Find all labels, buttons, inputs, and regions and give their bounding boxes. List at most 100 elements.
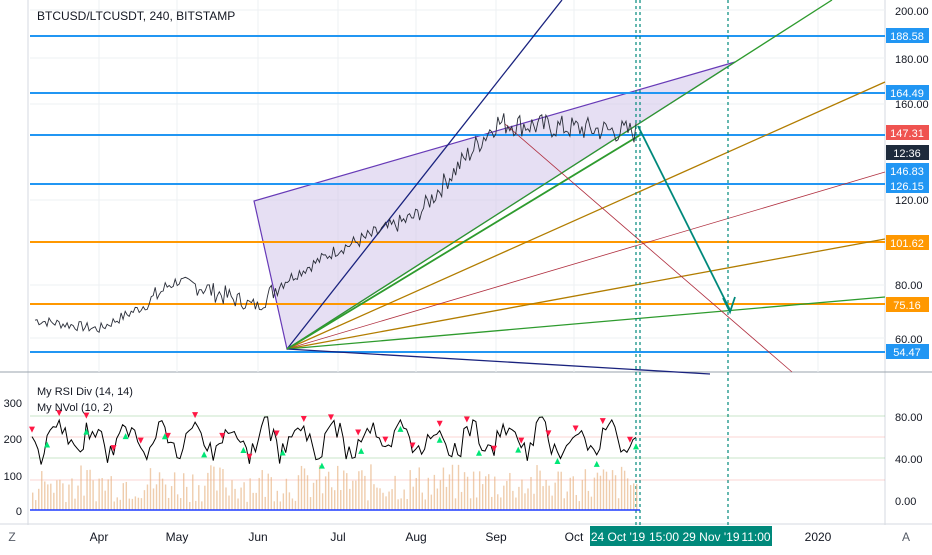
volume-bar — [62, 483, 64, 510]
volume-bar — [246, 501, 248, 510]
time-highlight-time1: 15:00 — [649, 530, 679, 544]
volume-bar — [578, 501, 581, 510]
volume-bar — [530, 477, 532, 510]
descending-red-line[interactable] — [504, 123, 793, 373]
volume-bar — [161, 478, 164, 510]
volume-bar — [303, 468, 306, 510]
tag-147: 147.31 — [890, 128, 924, 140]
auto-scale-a-icon[interactable]: A — [902, 530, 910, 544]
projection-arrow[interactable] — [637, 125, 731, 311]
volume-bar — [385, 496, 387, 510]
bearish-divergence-marker — [626, 436, 633, 443]
bearish-divergence-marker — [83, 412, 90, 419]
time-highlight-date1: 24 Oct '19 — [591, 530, 646, 544]
fan-line-green-upper[interactable] — [286, 0, 833, 350]
volume-bar — [279, 501, 282, 510]
price-tick-80: 80.00 — [895, 280, 923, 292]
volume-bar — [478, 471, 481, 510]
volume-bar — [451, 464, 454, 510]
volume-bar — [515, 497, 517, 510]
volume-bar — [140, 498, 143, 510]
horizontal-levels[interactable] — [30, 35, 885, 353]
tag-bg-54 — [886, 344, 929, 359]
time-label-aug: Aug — [405, 530, 426, 544]
bearish-divergence-marker — [246, 453, 253, 460]
volume-bar — [183, 473, 185, 510]
volume-bar — [92, 480, 94, 510]
tag-126: 126.15 — [890, 181, 924, 193]
bullish-divergence-marker — [515, 446, 522, 453]
fan-line-red[interactable] — [286, 171, 886, 350]
fan-line-navy[interactable] — [286, 0, 563, 350]
divergence-markers — [29, 410, 639, 469]
bearish-divergence-marker — [572, 425, 579, 432]
projection-arrowhead — [722, 296, 736, 315]
fan-line-brown-lower[interactable] — [286, 238, 886, 350]
volume-bar — [406, 499, 408, 510]
tag-101: 101.62 — [890, 238, 924, 250]
volume-bar — [170, 486, 173, 510]
bearish-divergence-marker — [599, 418, 606, 425]
volume-bar — [158, 472, 161, 510]
volume-bar — [560, 471, 562, 510]
bearish-divergence-marker — [56, 410, 63, 417]
bearish-divergence-marker — [164, 432, 171, 439]
volume-bar — [469, 498, 472, 510]
volume-bar — [500, 497, 502, 510]
volume-bar — [503, 485, 505, 510]
volume-bar — [173, 472, 176, 510]
volume-bar — [255, 492, 257, 510]
bearish-divergence-marker — [491, 445, 498, 452]
volume-bar — [125, 481, 128, 510]
bearish-divergence-marker — [382, 436, 389, 443]
rsi-series[interactable] — [31, 416, 637, 465]
time-label-apr: Apr — [90, 530, 109, 544]
fan-line-green-lower[interactable] — [286, 296, 886, 350]
volume-bar — [86, 470, 88, 510]
volume-bar — [376, 487, 378, 510]
volume-bar — [590, 496, 593, 510]
volume-bar — [77, 485, 79, 510]
volume-bar — [581, 479, 584, 510]
tag-164: 164.49 — [890, 88, 924, 100]
volume-bar — [35, 500, 37, 510]
indicator-pane[interactable]: My RSI Div (14, 14) My NVol (10, 2) 300 … — [4, 386, 923, 518]
volume-bar — [463, 472, 466, 510]
time-highlight-bg — [590, 526, 772, 546]
volume-bar — [270, 477, 272, 510]
volume-bar — [481, 484, 484, 510]
volume-bar — [201, 501, 203, 510]
left-axis-0: 0 — [16, 506, 22, 518]
volume-bar — [605, 471, 608, 510]
tag-54: 54.47 — [893, 347, 921, 359]
volume-bar — [59, 479, 61, 510]
gann-fan[interactable] — [286, 0, 886, 375]
bearish-divergence-marker — [137, 437, 144, 444]
tag-bg-countdown — [886, 145, 929, 160]
volume-bar — [355, 480, 357, 510]
volume-bar — [364, 475, 366, 510]
fan-line-navy-lower[interactable] — [286, 348, 711, 375]
wedge-support-line[interactable] — [286, 134, 641, 350]
fan-line-brown-upper[interactable] — [286, 81, 886, 350]
volume-bar — [119, 499, 121, 510]
timezone-z-icon[interactable]: Z — [8, 530, 15, 544]
volume-bar — [240, 487, 242, 510]
nvol-title: My NVol (10, 2) — [37, 402, 113, 414]
bullish-divergence-marker — [201, 451, 208, 458]
volume-bar — [249, 478, 251, 510]
volume-bar — [210, 465, 212, 510]
volume-bar — [554, 482, 556, 510]
bearish-divergence-marker — [518, 437, 525, 444]
volume-bar — [454, 498, 457, 510]
price-series[interactable] — [34, 113, 637, 334]
time-label-sep: Sep — [485, 530, 507, 544]
volume-bar — [74, 498, 76, 510]
volume-bar — [237, 498, 239, 510]
left-axis-200: 200 — [4, 434, 22, 446]
volume-bar — [542, 486, 544, 510]
bearish-divergence-marker — [436, 420, 443, 427]
volume-bar — [32, 492, 34, 510]
